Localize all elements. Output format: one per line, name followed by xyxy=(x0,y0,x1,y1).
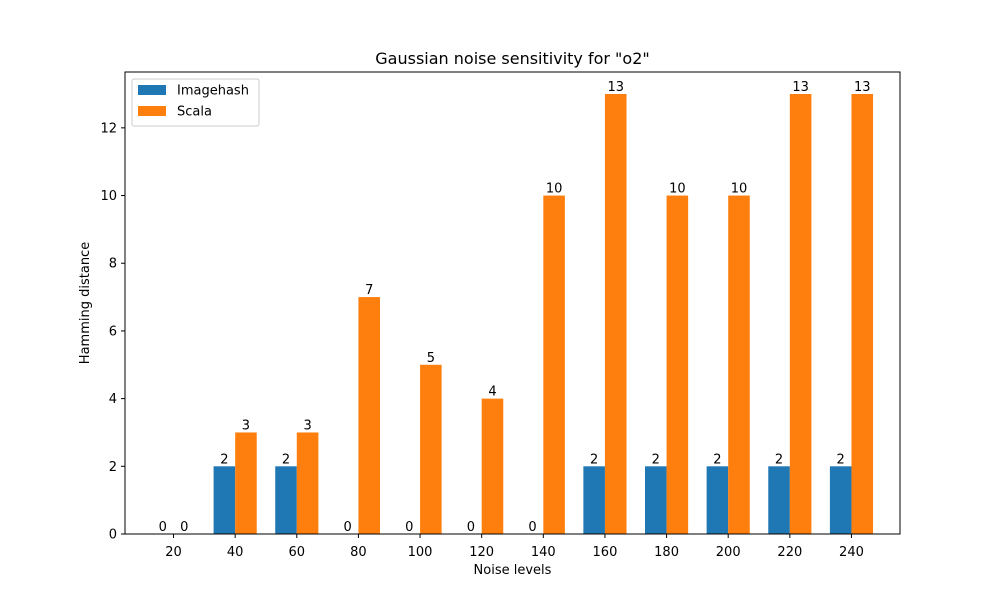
x-tick-label-20: 20 xyxy=(165,545,182,560)
data-label-scala-20: 0 xyxy=(180,520,188,535)
bar-imagehash-240 xyxy=(829,466,852,534)
bar-imagehash-220 xyxy=(768,466,790,534)
x-tick-label-60: 60 xyxy=(289,545,306,560)
x-tick-label-140: 140 xyxy=(531,545,556,560)
x-tick-label-180: 180 xyxy=(654,545,679,560)
bar-scala-140 xyxy=(543,195,565,535)
y-tick-label-10: 10 xyxy=(100,189,117,204)
bar-imagehash-60 xyxy=(275,466,297,534)
x-tick-label-80: 80 xyxy=(350,545,367,560)
bar-scala-100 xyxy=(420,364,442,534)
y-axis-label: Hamming distance xyxy=(78,242,93,364)
x-tick-label-100: 100 xyxy=(408,545,433,560)
plot-frame xyxy=(124,71,901,535)
legend-label-scala: Scala xyxy=(177,105,212,120)
data-label-imagehash-120: 0 xyxy=(467,520,475,535)
data-label-imagehash-80: 0 xyxy=(343,520,351,535)
data-label-imagehash-180: 2 xyxy=(652,452,660,467)
bar-scala-120 xyxy=(481,398,504,534)
bars-layer xyxy=(213,94,874,535)
data-label-scala-220: 13 xyxy=(792,80,809,95)
y-tick-label-8: 8 xyxy=(109,257,117,272)
y-tick-label-12: 12 xyxy=(100,121,117,136)
data-label-scala-240: 13 xyxy=(854,80,871,95)
bar-scala-180 xyxy=(666,195,689,535)
x-tick-label-220: 220 xyxy=(777,545,802,560)
data-label-scala-120: 4 xyxy=(488,385,496,400)
x-axis-label: Noise levels xyxy=(474,563,552,578)
bar-scala-160 xyxy=(604,94,627,534)
data-label-imagehash-140: 0 xyxy=(528,520,536,535)
x-tick-label-240: 240 xyxy=(839,545,864,560)
data-label-scala-40: 3 xyxy=(242,418,250,433)
x-tick-label-160: 160 xyxy=(593,545,618,560)
data-label-scala-100: 5 xyxy=(427,351,435,366)
legend-swatch-imagehash xyxy=(138,85,166,95)
legend-swatch-scala xyxy=(138,106,166,116)
bar-scala-220 xyxy=(789,94,812,534)
legend: Imagehash Scala xyxy=(131,78,260,127)
x-tick-label-120: 120 xyxy=(469,545,494,560)
bar-imagehash-40 xyxy=(213,466,236,534)
data-label-imagehash-220: 2 xyxy=(775,452,783,467)
data-label-scala-140: 10 xyxy=(546,182,563,197)
x-tick-label-40: 40 xyxy=(227,545,244,560)
bar-scala-40 xyxy=(235,432,257,534)
data-label-imagehash-40: 2 xyxy=(220,452,228,467)
x-axis: 20 40 60 80 100 120 140 160 180 200 220 240 xyxy=(165,534,864,560)
y-tick-label-4: 4 xyxy=(109,392,117,407)
y-tick-label-0: 0 xyxy=(109,528,117,543)
bar-imagehash-180 xyxy=(645,466,667,534)
y-tick-label-2: 2 xyxy=(109,460,117,475)
data-label-imagehash-100: 0 xyxy=(405,520,413,535)
data-label-imagehash-60: 2 xyxy=(282,452,290,467)
data-label-scala-160: 13 xyxy=(607,80,624,95)
data-label-scala-80: 7 xyxy=(365,283,373,298)
bar-scala-200 xyxy=(728,195,750,535)
x-tick-label-200: 200 xyxy=(716,545,741,560)
y-tick-label-6: 6 xyxy=(109,324,117,339)
data-label-imagehash-20: 0 xyxy=(159,520,167,535)
bar-scala-60 xyxy=(296,432,319,534)
data-label-scala-60: 3 xyxy=(303,418,311,433)
legend-label-imagehash: Imagehash xyxy=(177,84,249,99)
data-label-imagehash-240: 2 xyxy=(837,452,845,467)
bar-scala-80 xyxy=(358,297,380,534)
data-label-imagehash-200: 2 xyxy=(713,452,721,467)
data-label-scala-180: 10 xyxy=(669,182,686,197)
data-label-scala-200: 10 xyxy=(731,182,748,197)
chart-title: Gaussian noise sensitivity for "o2" xyxy=(375,49,649,68)
bar-scala-240 xyxy=(851,94,874,534)
y-axis: 0 2 4 6 8 10 12 xyxy=(100,121,125,543)
data-label-imagehash-160: 2 xyxy=(590,452,598,467)
bar-imagehash-200 xyxy=(706,466,729,534)
bar-imagehash-160 xyxy=(583,466,605,534)
